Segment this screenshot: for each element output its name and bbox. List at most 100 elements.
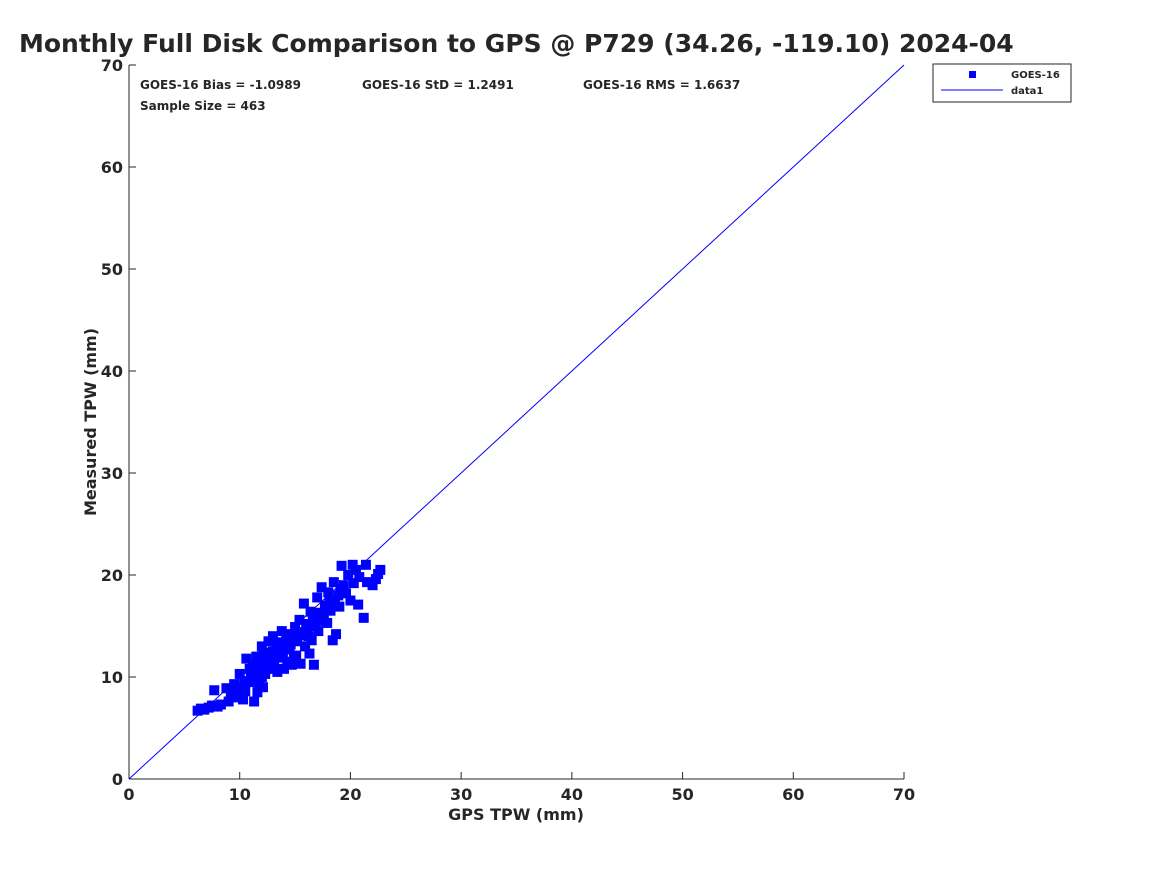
data-point bbox=[334, 601, 345, 612]
x-tick-label: 40 bbox=[561, 785, 583, 804]
x-tick-label: 10 bbox=[229, 785, 251, 804]
data-point bbox=[230, 692, 241, 703]
data-point bbox=[253, 679, 264, 690]
data-point bbox=[348, 578, 359, 589]
data-point bbox=[294, 614, 305, 625]
y-tick-label: 70 bbox=[101, 56, 123, 75]
legend-box bbox=[932, 63, 1072, 103]
stat-std: GOES-16 StD = 1.2491 bbox=[362, 78, 514, 92]
data-point bbox=[310, 621, 320, 631]
data-point bbox=[215, 699, 226, 710]
stat-bias: GOES-16 Bias = -1.0989 bbox=[140, 78, 301, 92]
data-point bbox=[251, 651, 262, 662]
legend: GOES-16 data1 bbox=[932, 63, 1072, 103]
data-point bbox=[267, 631, 278, 642]
data-point bbox=[290, 622, 301, 633]
data-point bbox=[354, 572, 365, 583]
legend-label-data1: data1 bbox=[1011, 86, 1043, 97]
data-point bbox=[370, 574, 381, 585]
x-tick-label: 30 bbox=[450, 785, 472, 804]
data-point bbox=[246, 672, 257, 682]
x-tick-label: 70 bbox=[893, 785, 915, 804]
data-point bbox=[329, 596, 340, 607]
data-point bbox=[244, 663, 255, 674]
data-point bbox=[238, 694, 249, 705]
data-point bbox=[325, 605, 336, 616]
data-point bbox=[362, 577, 373, 588]
data-point bbox=[234, 668, 245, 679]
data-point bbox=[305, 606, 316, 617]
data-point bbox=[226, 684, 237, 695]
data-point bbox=[300, 641, 311, 652]
plot-area: 0 10 20 30 40 50 60 70 0 10 20 30 40 50 60 70 bbox=[101, 56, 915, 804]
legend-label-goes16: GOES-16 bbox=[1011, 70, 1060, 81]
y-tick-label: 60 bbox=[101, 158, 123, 177]
y-tick-label: 40 bbox=[101, 362, 123, 381]
data-point bbox=[272, 666, 283, 677]
data-point bbox=[279, 663, 289, 674]
data-point bbox=[308, 659, 319, 670]
data-point bbox=[267, 646, 278, 657]
data-point bbox=[347, 559, 358, 570]
data-point bbox=[336, 560, 347, 571]
data-point bbox=[288, 651, 299, 662]
data-point bbox=[275, 639, 286, 650]
data-point bbox=[367, 580, 378, 591]
data-point bbox=[295, 658, 306, 669]
data-point bbox=[307, 613, 318, 624]
data-point bbox=[328, 577, 339, 588]
data-point bbox=[292, 636, 303, 647]
data-point bbox=[241, 653, 252, 664]
data-point bbox=[343, 570, 354, 580]
data-point bbox=[302, 623, 313, 634]
data-point bbox=[304, 648, 315, 659]
data-point bbox=[293, 627, 304, 638]
x-tick-label: 60 bbox=[782, 785, 804, 804]
data-point bbox=[256, 672, 267, 682]
data-point bbox=[353, 599, 364, 610]
data-point bbox=[322, 617, 333, 628]
x-tick-label: 20 bbox=[339, 785, 361, 804]
data-point bbox=[252, 687, 263, 698]
y-tick-label: 50 bbox=[101, 260, 123, 279]
data-point bbox=[306, 635, 317, 646]
data-point bbox=[298, 598, 309, 609]
data-point bbox=[270, 651, 281, 662]
data-point bbox=[341, 588, 351, 599]
data-point bbox=[229, 679, 240, 690]
data-point bbox=[358, 612, 369, 623]
data-point bbox=[338, 580, 349, 591]
data-point bbox=[239, 676, 250, 687]
x-axis-label: GPS TPW (mm) bbox=[448, 805, 584, 824]
data-point bbox=[265, 657, 276, 668]
data-point bbox=[209, 685, 220, 696]
stat-rms: GOES-16 RMS = 1.6637 bbox=[583, 78, 740, 92]
data-point bbox=[259, 647, 270, 658]
chart-title: Monthly Full Disk Comparison to GPS @ P7… bbox=[19, 29, 1014, 58]
data-point bbox=[350, 564, 361, 575]
data-point bbox=[277, 648, 288, 659]
data-point bbox=[324, 594, 335, 605]
data-point bbox=[221, 683, 232, 694]
data-point bbox=[263, 636, 274, 647]
data-point bbox=[276, 626, 287, 637]
data-point bbox=[323, 587, 334, 598]
data-point bbox=[345, 595, 356, 606]
y-tick-label: 0 bbox=[112, 770, 123, 789]
data-point bbox=[312, 592, 323, 603]
data-point bbox=[284, 644, 295, 655]
data-point bbox=[335, 585, 346, 596]
data-point bbox=[327, 635, 338, 646]
data-point bbox=[281, 631, 292, 642]
y-axis-label: Measured TPW (mm) bbox=[81, 328, 100, 516]
x-tick-label: 50 bbox=[671, 785, 693, 804]
data-point bbox=[207, 700, 218, 711]
stat-sample-size: Sample Size = 463 bbox=[140, 99, 266, 113]
data-point bbox=[254, 662, 265, 673]
data-point bbox=[223, 696, 234, 707]
data-point bbox=[240, 686, 251, 697]
data-point bbox=[286, 659, 297, 670]
data-point bbox=[333, 590, 344, 601]
data-point bbox=[360, 559, 371, 570]
